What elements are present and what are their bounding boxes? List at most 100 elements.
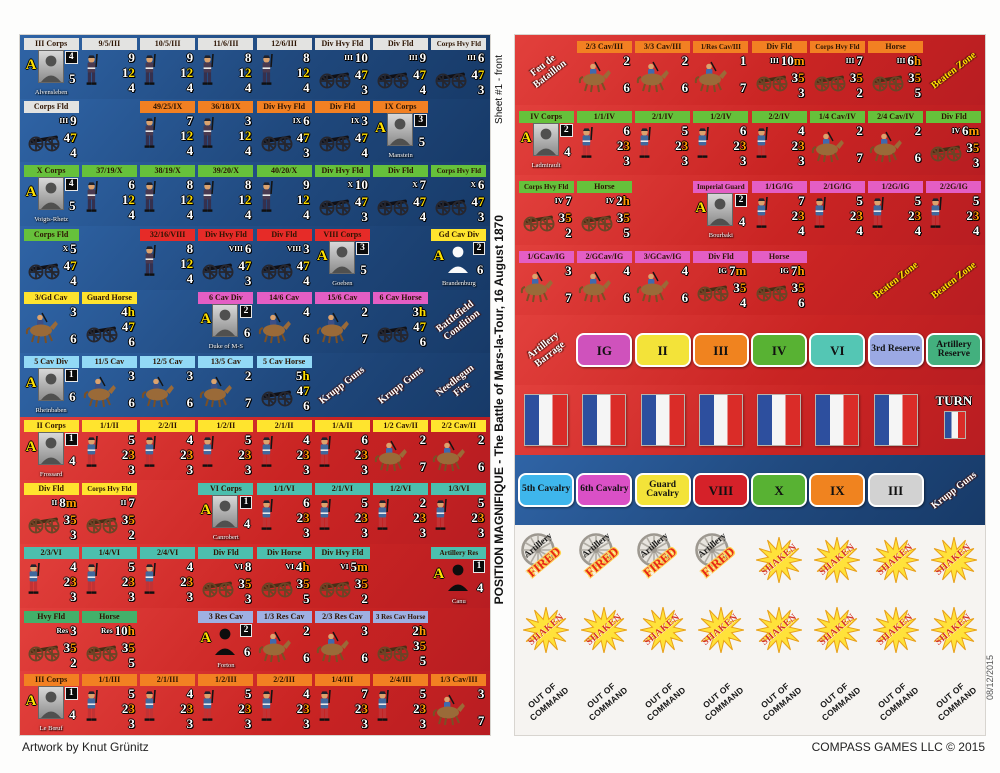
leader-activation-letter: A xyxy=(25,184,37,201)
stat-value: 23 xyxy=(413,701,427,717)
artillery-icon xyxy=(814,75,846,92)
stat-value-secondary: 7 xyxy=(303,257,310,273)
leader-movement-value: 4 xyxy=(738,214,746,229)
stat-block: VIII 3 47 4 xyxy=(287,241,310,288)
corps-designation: III xyxy=(408,52,418,62)
cavalry-icon xyxy=(433,694,466,726)
corps-designation: III xyxy=(467,52,476,62)
stat-block: 8 12 4 xyxy=(180,241,193,286)
counter-12-6-iii: 12/6/III 8 12 4 xyxy=(256,37,312,96)
infantry-icon xyxy=(261,53,273,85)
leader-portrait-icon xyxy=(215,628,236,655)
badge-text: III xyxy=(888,482,904,498)
stat-value: 7 xyxy=(798,193,805,208)
leader-command-value: 4 xyxy=(64,50,78,64)
infantry-icon xyxy=(144,181,156,212)
stat-value: 12 xyxy=(238,128,252,144)
starburst-icon xyxy=(581,607,628,653)
formation-badge-vi: VI xyxy=(809,333,866,367)
stat-value: 35 xyxy=(63,639,77,655)
counter-3-res-cav-horse: 3 Res Cav Horse 2h 35 5 xyxy=(373,610,429,669)
badge-text: 5th Cavalry xyxy=(521,484,571,495)
counter-label: Div Fld xyxy=(373,165,429,178)
marker-beaten-zone: Beaten Zone xyxy=(926,41,981,99)
counter-label: Horse xyxy=(576,181,632,193)
stat-value: 4 xyxy=(186,207,194,223)
counter-49-25-ix: 49/25/IX 7 12 4 xyxy=(140,101,196,159)
stat-value-secondary: 7 xyxy=(419,66,427,82)
stat-value: 4 xyxy=(244,207,252,223)
empty-slot xyxy=(140,611,195,669)
counter-2-3-vi: 2/3/VI 4 23 3 xyxy=(23,546,79,605)
counter-label: 1/2 Cav/II xyxy=(373,419,429,432)
badge-text: X xyxy=(774,482,784,498)
counter-label: Horse xyxy=(868,41,924,53)
infantry-icon xyxy=(86,181,98,212)
stat-value: 8 xyxy=(303,49,310,65)
stat-value: 3 xyxy=(798,153,805,168)
infantry-icon xyxy=(930,196,943,228)
stat-value: 6 xyxy=(681,80,689,95)
counter-div-fld: Div Fld IX 3 47 4 xyxy=(314,101,370,160)
stat-value: 4 xyxy=(186,143,194,159)
counter-label: 3/3 Cav/III xyxy=(635,41,691,53)
stat-value: 35 xyxy=(791,280,805,295)
stat-value: 3 xyxy=(361,525,368,541)
infantry-icon xyxy=(756,126,768,158)
counter-1-3-vi: 1/3/VI 5 23 3 xyxy=(431,483,487,541)
counter-label: Div Fld xyxy=(256,228,312,241)
counter-div-fld: Div Fld VI 8 35 3 xyxy=(198,546,254,606)
stat-value: 35 xyxy=(966,140,980,155)
leader-name: Voigts-Rhetz xyxy=(34,216,69,224)
stat-value-secondary: 5 xyxy=(798,70,805,85)
stat-value: 3 xyxy=(244,716,252,732)
stat-value: VIII 3 xyxy=(286,240,310,256)
corps-designation: X xyxy=(470,180,476,190)
stat-block: 4 23 3 xyxy=(180,432,193,477)
counter-label: VI Corps xyxy=(198,483,254,496)
counter-label: 2/1/II xyxy=(256,419,312,432)
stat-value-secondary: m xyxy=(735,263,747,278)
stat-value: 4 xyxy=(244,143,252,159)
counter-gd-cav-div: Gd Cav Div A 2 6 Brandenburg xyxy=(431,228,487,287)
stat-value: III 10 xyxy=(344,49,368,65)
counter-label: Div Hvy Fld xyxy=(198,228,254,241)
stat-value: 7 xyxy=(565,290,572,305)
infantry-icon xyxy=(202,690,215,722)
stat-value: 4 xyxy=(914,223,922,238)
counter-label: Corps Hvy Fld xyxy=(431,165,487,178)
counter-label: Corps Hvy Fld xyxy=(81,483,137,496)
counter-corps-fld: Corps Fld X 5 47 4 xyxy=(23,228,79,288)
stat-value: 47 xyxy=(413,319,427,335)
formation-badge-ii: II xyxy=(634,333,691,367)
counter-1-1-iii: 1/1/III 5 23 3 xyxy=(81,674,137,732)
stat-block: 3h 47 6 xyxy=(412,304,426,349)
counter-corps-hvy-fld: Corps Hvy Fld III 6 47 3 xyxy=(431,37,487,97)
infantry-icon xyxy=(581,126,593,158)
stat-value-secondary: 2 xyxy=(303,192,310,208)
stat-value-secondary: 7 xyxy=(361,130,368,146)
stat-value-secondary: 7 xyxy=(477,194,485,210)
stat-block: III 9 47 4 xyxy=(409,50,426,97)
stat-value: 47 xyxy=(63,130,77,146)
out-of-command-marker: OUT OF COMMAND xyxy=(577,671,632,729)
cavalry-icon xyxy=(811,131,844,163)
stat-value-secondary: 3 xyxy=(623,138,630,153)
stat-value: 2h xyxy=(412,622,427,638)
counter-corps-hvy-fld: Corps Hvy Fld II 7 35 2 xyxy=(81,483,137,542)
stat-value: 3 xyxy=(244,590,252,606)
stat-value: 7 xyxy=(856,150,863,165)
counter-div-hvy-fld: Div Hvy Fld VI 5m 35 2 xyxy=(314,546,370,606)
leader-command-value: 1 xyxy=(472,559,486,573)
corps-designation: VI xyxy=(340,561,349,571)
formation-badge-viii: VIII xyxy=(692,473,749,507)
counter-36-18-ix: 36/18/IX 3 12 4 xyxy=(198,101,254,159)
stat-value: 4 xyxy=(70,145,77,161)
stat-value-secondary: m xyxy=(65,495,77,511)
stat-value-secondary: 3 xyxy=(303,510,310,526)
stat-value: III 7 xyxy=(845,53,863,68)
stat-block: 5 23 3 xyxy=(238,686,251,731)
